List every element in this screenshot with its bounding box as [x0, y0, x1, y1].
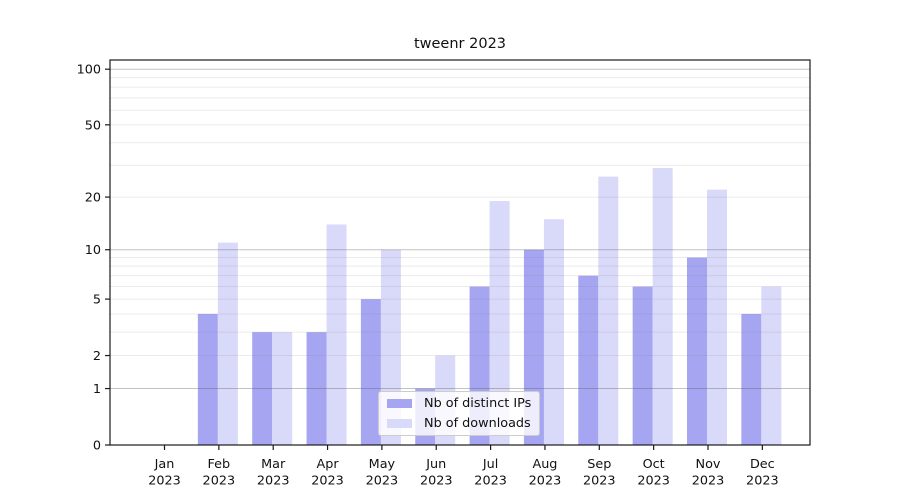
bar-downloads-nov: [707, 189, 727, 445]
bar-distinct-ips-nov: [687, 257, 707, 445]
x-tick-label-year-mar: 2023: [257, 474, 290, 489]
y-axis: 0 1 2 5 10 20 50 100: [77, 63, 110, 454]
y-tick-label-50: 50: [85, 118, 101, 133]
bar-downloads-aug: [543, 219, 564, 445]
legend-label-downloads: Nb of downloads: [424, 416, 531, 431]
x-tick-label-month-jul: Jul: [482, 457, 498, 472]
legend-entry-downloads: Nb of downloads: [379, 415, 539, 432]
bar-downloads-feb: [217, 242, 238, 445]
bar-downloads-jul: [489, 201, 510, 445]
y-tick-label-0: 0: [93, 439, 101, 454]
x-tick-label-year-feb: 2023: [203, 474, 236, 489]
bar-downloads-mar: [272, 332, 293, 445]
x-tick-label-year-sep: 2023: [583, 474, 616, 489]
x-tick-label-month-jun: Jun: [425, 457, 446, 472]
x-tick-label-year-jun: 2023: [420, 474, 453, 489]
x-tick-label-year-nov: 2023: [692, 474, 725, 489]
x-tick-label-year-jul: 2023: [474, 474, 507, 489]
plot-border: [109, 59, 811, 446]
x-tick-label-year-dec: 2023: [746, 474, 779, 489]
x-tick-label-year-aug: 2023: [529, 474, 562, 489]
grid-layer: [110, 68, 810, 390]
legend-swatch-distinct-ips: [387, 399, 412, 408]
x-tick-label-year-jan: 2023: [148, 474, 181, 489]
x-tick-label-month-nov: Nov: [696, 457, 721, 472]
legend-label-distinct-ips: Nb of distinct IPs: [424, 396, 532, 411]
x-tick-label-month-feb: Feb: [208, 457, 231, 472]
x-tick-label-month-aug: Aug: [532, 457, 557, 472]
y-tick-label-100: 100: [77, 63, 101, 78]
legend-box: Nb of distinct IPs Nb of downloads: [378, 391, 540, 436]
x-axis: Jan 2023 Feb 2023 Mar 2023 Apr 2023 May 2023 Jun 20…: [148, 445, 779, 489]
bar-distinct-ips-may: [360, 299, 381, 445]
legend-swatch-downloads: [387, 419, 412, 428]
x-tick-label-month-oct: Oct: [643, 457, 665, 472]
bar-distinct-ips-mar: [252, 332, 273, 445]
x-tick-label-year-oct: 2023: [637, 474, 670, 489]
x-tick-label-month-mar: Mar: [261, 457, 286, 472]
y-tick-label-10: 10: [85, 243, 101, 258]
bar-distinct-ips-feb: [197, 313, 218, 445]
x-tick-label-month-apr: Apr: [316, 457, 339, 472]
y-tick-label-2: 2: [93, 349, 101, 364]
y-tick-label-1: 1: [93, 382, 101, 397]
bar-downloads-dec: [761, 286, 782, 445]
bar-downloads-apr: [326, 224, 347, 445]
bar-distinct-ips-sep: [578, 275, 599, 445]
x-tick-label-year-apr: 2023: [311, 474, 344, 489]
x-tick-label-month-dec: Dec: [750, 457, 775, 472]
bars-layer: [197, 168, 782, 445]
x-tick-label-month-may: May: [369, 457, 396, 472]
y-tick-label-20: 20: [85, 191, 101, 206]
x-tick-label-month-sep: Sep: [587, 457, 611, 472]
y-tick-label-5: 5: [93, 293, 101, 308]
chart-title: tweenr 2023: [413, 36, 507, 52]
bar-distinct-ips-oct: [632, 286, 653, 445]
bar-downloads-sep: [598, 176, 619, 445]
bar-distinct-ips-dec: [741, 313, 762, 445]
bar-downloads-oct: [652, 168, 673, 445]
x-tick-label-year-may: 2023: [366, 474, 399, 489]
x-tick-label-month-jan: Jan: [154, 457, 175, 472]
legend-entry-distinct-ips: Nb of distinct IPs: [379, 395, 539, 412]
bar-distinct-ips-apr: [306, 332, 327, 445]
